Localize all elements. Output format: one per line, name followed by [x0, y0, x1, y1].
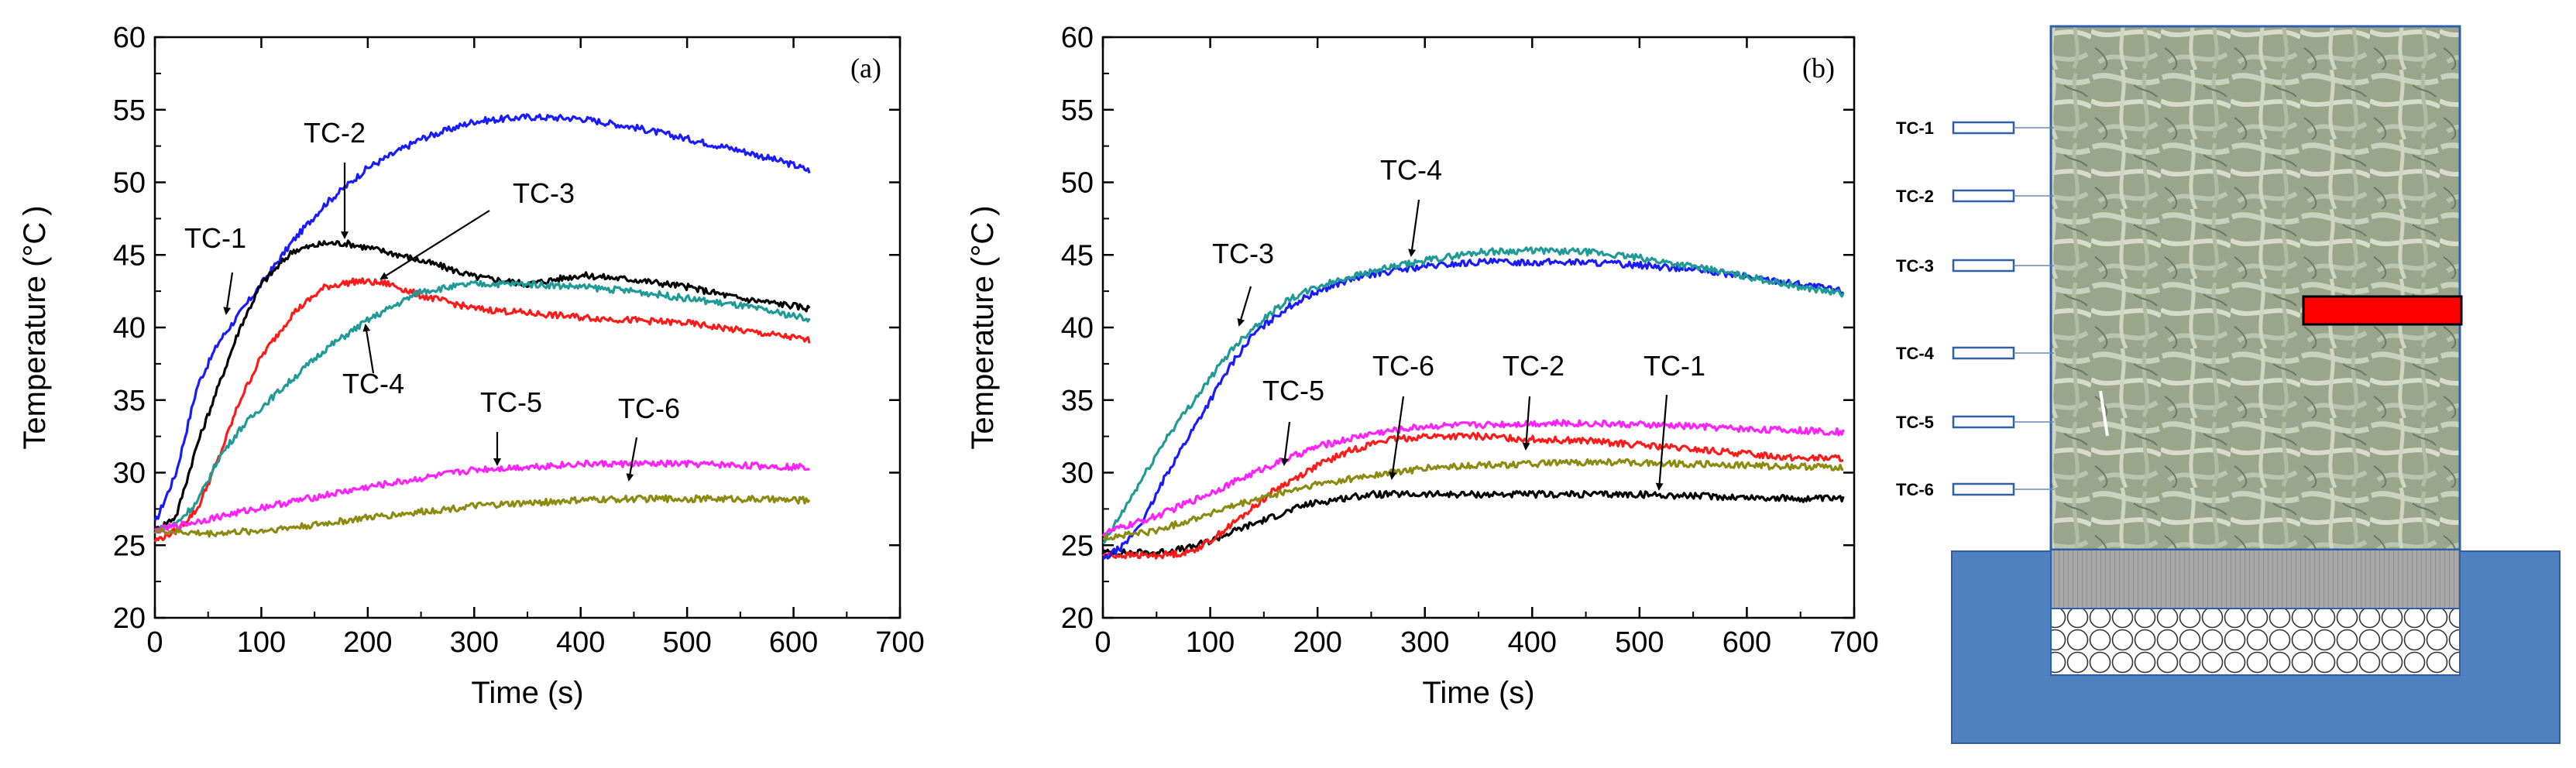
x-tick-label: 600	[769, 626, 818, 659]
series-line-tc-4	[154, 279, 811, 534]
series-line-tc-5	[1101, 419, 1845, 537]
annotation-label-tc-6: TC-6	[1372, 350, 1434, 382]
annotation-label-tc-4: TC-4	[342, 368, 404, 399]
x-tick-label: 400	[556, 626, 605, 659]
annotation-arrow	[1655, 394, 1668, 491]
series-line-tc-4	[1102, 246, 1845, 544]
y-tick-label: 50	[1061, 167, 1094, 200]
y-tick-label: 40	[113, 312, 146, 345]
annotation-arrow	[1408, 199, 1420, 257]
thermocouple-sensor	[1952, 482, 2015, 496]
series-line-tc-2	[153, 239, 811, 534]
y-tick-label: 35	[113, 385, 146, 417]
series-line-tc-3	[1102, 257, 1845, 561]
sensor-label-tc-2: TC-2	[1896, 187, 1934, 206]
annotation-arrow	[380, 210, 490, 280]
fiber-bed	[2049, 25, 2461, 551]
annotation-label-tc-1: TC-1	[1643, 350, 1705, 382]
thermocouple-sensor	[1952, 415, 2015, 429]
annotation-arrow	[1522, 396, 1531, 451]
series-line-tc-5	[153, 459, 810, 534]
y-tick-label: 50	[113, 167, 146, 200]
plot-frame	[1101, 36, 1856, 619]
y-tick-label: 45	[113, 239, 146, 272]
annotation-arrow	[1281, 421, 1291, 466]
annotation-arrow	[626, 437, 638, 482]
thermocouple-sensor	[1952, 259, 2015, 273]
thermocouple-sensor	[1952, 189, 2015, 203]
sensor-label-tc-4: TC-4	[1896, 344, 1935, 363]
panel-label: (a)	[850, 53, 881, 84]
x-tick-label: 700	[1829, 626, 1878, 659]
x-tick-label: 500	[662, 626, 711, 659]
sensor-label-tc-1: TC-1	[1896, 118, 1934, 138]
annotation-label-tc-2: TC-2	[304, 117, 366, 149]
y-tick-label: 25	[1061, 530, 1094, 562]
y-axis-label: Temperature (°C )	[18, 205, 52, 449]
x-tick-label: 0	[1094, 626, 1111, 659]
ball-layer	[2050, 608, 2461, 676]
annotation-label-tc-3: TC-3	[1212, 238, 1274, 269]
x-tick-label: 400	[1508, 626, 1557, 659]
annotation-arrow	[1389, 396, 1405, 480]
chart-panel-b: 0 100 200 300 400 500 600 700 20 25 30 35 40 45 50 55 60…	[966, 22, 1879, 710]
y-tick-label: 45	[1061, 239, 1094, 272]
x-tick-label: 100	[1186, 626, 1235, 659]
x-tick-label: 600	[1722, 626, 1771, 659]
series-line-tc-1	[153, 113, 811, 522]
x-tick-label: 700	[875, 626, 924, 659]
series-line-tc-6	[153, 494, 811, 538]
y-tick-label: 40	[1061, 312, 1094, 345]
y-tick-label: 35	[1061, 385, 1094, 417]
sensor-label-tc-6: TC-6	[1896, 480, 1934, 499]
y-tick-label: 60	[1061, 22, 1094, 54]
series-line-tc-2	[1101, 431, 1844, 560]
annotation-label-tc-5: TC-5	[1262, 375, 1324, 406]
sensor-label-tc-5: TC-5	[1896, 413, 1934, 432]
x-tick-label: 300	[450, 626, 499, 659]
y-tick-label: 25	[113, 530, 146, 562]
series-line-tc-6	[1102, 458, 1844, 541]
annotation-label-tc-6: TC-6	[618, 393, 680, 424]
x-axis-label: Time (s)	[1422, 676, 1534, 710]
x-tick-label: 0	[146, 626, 163, 659]
x-tick-label: 200	[1293, 626, 1341, 659]
y-tick-label: 30	[113, 458, 146, 490]
white-fiber-highlight	[2099, 390, 2109, 437]
x-tick-label: 500	[1615, 626, 1664, 659]
x-tick-label: 300	[1400, 626, 1449, 659]
y-tick-label: 20	[1061, 602, 1094, 635]
x-axis-label: Time (s)	[471, 676, 583, 710]
apparatus-schematic: TC-1 TC-2 TC-3 TC-4 TC-5 TC-6	[1896, 25, 2561, 744]
annotation-label-tc-4: TC-4	[1380, 154, 1442, 186]
annotation-arrow	[362, 324, 375, 374]
panel-label: (b)	[1802, 53, 1835, 84]
thermocouple-sensor	[1952, 121, 2015, 135]
annotation-label-tc-1: TC-1	[184, 222, 246, 254]
annotation-arrow	[223, 272, 234, 315]
annotation-label-tc-2: TC-2	[1503, 350, 1564, 382]
mesh-layer	[2050, 549, 2461, 609]
chart-panel-a: 0 100 200 300 400 500 600 700 20 25 30 35 40 45 50 55 60…	[18, 22, 925, 710]
series-line-tc-3	[153, 277, 811, 543]
thermocouple-sensor	[1952, 346, 2015, 360]
y-tick-label: 55	[1061, 94, 1094, 127]
annotation-arrow	[1237, 286, 1252, 327]
heater-element	[2302, 295, 2463, 326]
annotation-label-tc-3: TC-3	[513, 177, 575, 209]
x-tick-label: 200	[343, 626, 392, 659]
y-axis-label: Temperature (°C )	[966, 205, 1000, 449]
annotation-label-tc-5: TC-5	[480, 386, 542, 418]
y-tick-label: 30	[1061, 458, 1094, 490]
x-tick-label: 100	[237, 626, 286, 659]
y-tick-label: 60	[113, 22, 146, 54]
sensor-label-tc-3: TC-3	[1896, 256, 1934, 276]
series-line-tc-1	[1101, 489, 1845, 557]
y-tick-label: 55	[113, 94, 146, 127]
y-tick-label: 20	[113, 602, 146, 635]
